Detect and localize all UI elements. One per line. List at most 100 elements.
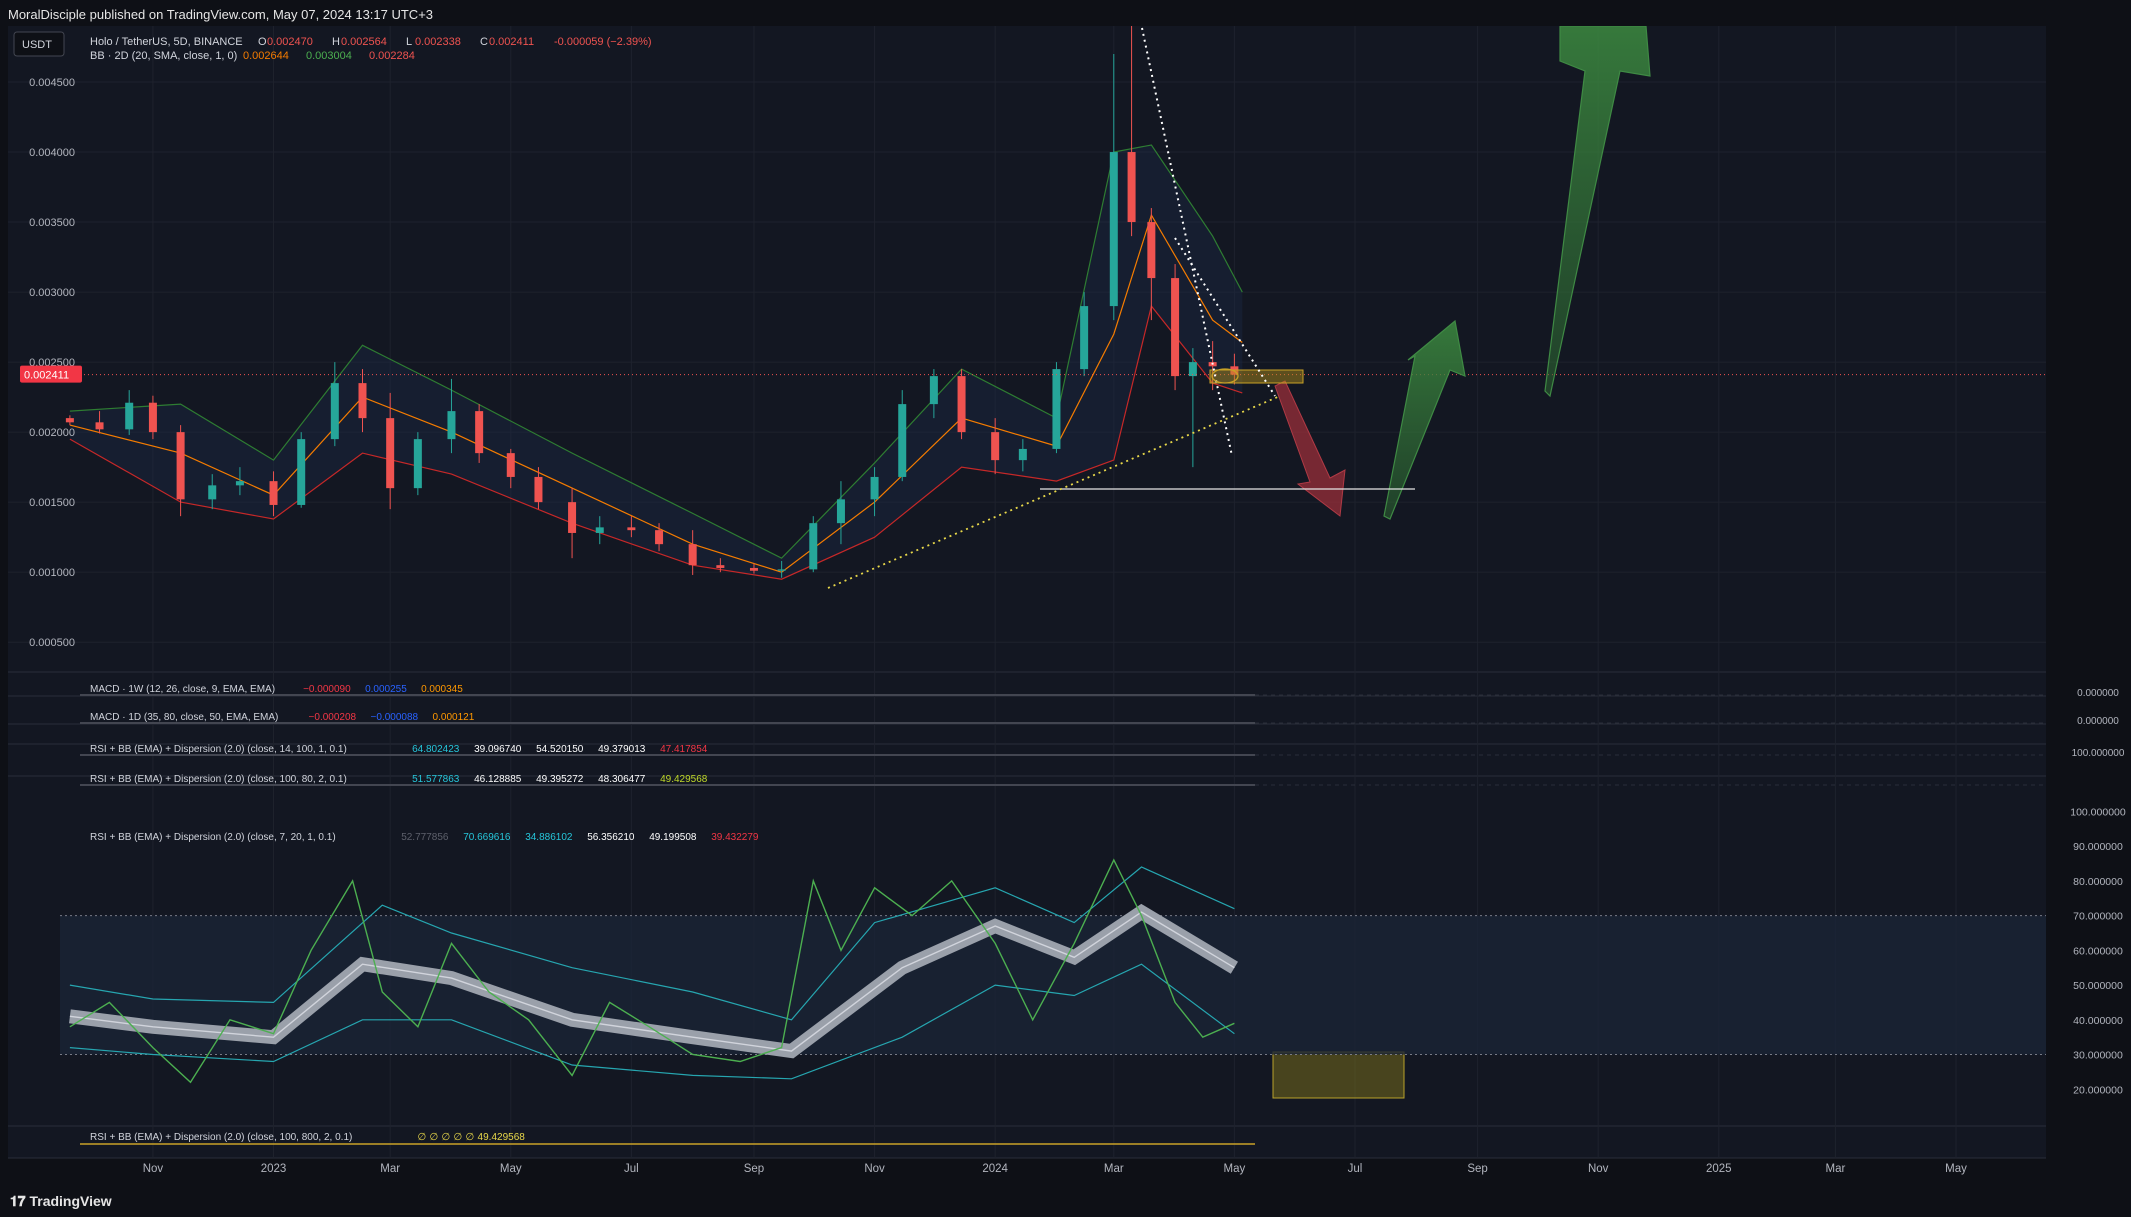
- indicator-label: RSI + BB (EMA) + Dispersion (2.0) (close…: [90, 744, 347, 755]
- indicator-value: 49.429568: [478, 1132, 526, 1143]
- candle-body: [358, 383, 367, 419]
- rsi-y-tick-label: 100.000000: [2070, 806, 2126, 818]
- candle-body: [688, 544, 697, 566]
- brand-text: TradingView: [29, 1193, 112, 1209]
- candle-body: [413, 439, 422, 489]
- rsi-value: 39.432279: [711, 832, 759, 843]
- bb-upper-value: 0.003004: [306, 50, 352, 62]
- indicator-label: RSI + BB (EMA) + Dispersion (2.0) (close…: [90, 1132, 352, 1143]
- x-tick-label: Nov: [864, 1163, 885, 1175]
- drawings[interactable]: [827, 26, 1651, 1099]
- trendline-rising[interactable]: [827, 395, 1281, 589]
- x-tick-label: Jul: [1348, 1163, 1363, 1175]
- price-axis-background: [2046, 26, 2131, 1158]
- price-pane[interactable]: [60, 26, 2046, 580]
- candle-body: [1080, 306, 1089, 370]
- candle-body: [297, 439, 306, 505]
- x-tick-label: Mar: [1826, 1163, 1846, 1175]
- candle-body: [1147, 222, 1156, 279]
- y-tick-label: 0.001000: [29, 567, 75, 579]
- bb-legend-label: BB · 2D (20, SMA, close, 1, 0): [90, 50, 237, 62]
- x-tick-label: 2023: [261, 1163, 287, 1175]
- rsi-y-tick-label: 30.000000: [2073, 1050, 2123, 1062]
- candle-body: [568, 502, 577, 533]
- trendline-falling-2[interactable]: [1174, 237, 1276, 397]
- x-tick-label: Mar: [1104, 1163, 1124, 1175]
- chart-area[interactable]: 0.0045000.0040000.0035000.0030000.002500…: [0, 26, 2131, 1186]
- small-up-arrow[interactable]: [1383, 319, 1466, 520]
- ohlc-value: 0.002411: [489, 36, 534, 48]
- candle-body: [148, 402, 157, 433]
- x-tick-label: Nov: [143, 1163, 164, 1175]
- y-tick-label: 0.000500: [29, 637, 75, 649]
- candle-body: [506, 453, 515, 477]
- candle-body: [777, 569, 786, 571]
- indicator-axis-value: 0.000000: [2077, 688, 2119, 699]
- candle-body: [1188, 362, 1197, 377]
- indicator-value: 0.000121: [433, 712, 475, 723]
- candle-body: [1109, 152, 1118, 307]
- ohlc-value: 0.002338: [415, 36, 461, 48]
- candle-body: [1018, 448, 1027, 461]
- touch-circle[interactable]: [1211, 368, 1239, 384]
- tradingview-logo: 𝟏𝟕 TradingView: [10, 1193, 112, 1210]
- indicator-value: 0.000255: [365, 684, 407, 695]
- bb-lower-value: 0.002284: [369, 50, 415, 62]
- x-tick-label: Sep: [744, 1163, 764, 1175]
- indicator-value: 54.520150: [536, 744, 584, 755]
- candle-body: [627, 527, 636, 531]
- rsi-value: 34.886102: [525, 832, 573, 843]
- indicator-panes: [60, 694, 2046, 1145]
- candle-body: [1127, 152, 1136, 223]
- down-arrow[interactable]: [1274, 380, 1346, 517]
- candle-body: [386, 418, 395, 489]
- rsi-y-tick-label: 40.000000: [2073, 1015, 2123, 1027]
- rsi-y-tick-label: 20.000000: [2073, 1084, 2123, 1096]
- y-tick-label: 0.003500: [29, 217, 75, 229]
- tv-icon: 𝟏𝟕: [10, 1193, 30, 1209]
- indicator-axis-value: 0.000000: [2077, 716, 2119, 727]
- candle-body: [929, 376, 938, 405]
- candle-body: [898, 404, 907, 477]
- rsi-basis-line: [69, 911, 1235, 1052]
- resistance-box[interactable]: [1209, 369, 1304, 384]
- indicator-value: ∅: [466, 1132, 475, 1143]
- candle-body: [1052, 369, 1061, 449]
- indicator-value: 46.128885: [474, 774, 522, 785]
- candle-body: [447, 411, 456, 440]
- bb-upper-line: [69, 144, 1243, 559]
- last-price-label: 0.002411: [24, 370, 69, 382]
- indicator-value: 64.802423: [412, 744, 460, 755]
- publish-header: MoralDisciple published on TradingView.c…: [0, 0, 2131, 26]
- candle-body: [65, 418, 74, 423]
- bb-fill: [69, 145, 1243, 580]
- x-tick-label: May: [1224, 1163, 1246, 1175]
- candle-body: [991, 432, 1000, 461]
- candle-body: [836, 499, 845, 524]
- ohlc-value: 0.002470: [267, 36, 313, 48]
- rsi-value: 70.669616: [463, 832, 511, 843]
- rsi-target-box[interactable]: [1272, 1051, 1405, 1099]
- currency-button: [13, 31, 65, 57]
- candle-body: [595, 527, 604, 533]
- rsi-band-fill: [60, 915, 2046, 1055]
- rsi-y-tick-label: 60.000000: [2073, 945, 2123, 957]
- indicator-value: 47.417854: [660, 744, 708, 755]
- indicator-value: 0.000345: [421, 684, 463, 695]
- currency-button-label: USDT: [22, 39, 52, 51]
- indicator-value: ∅: [430, 1132, 439, 1143]
- big-up-arrow[interactable]: [1544, 26, 1651, 398]
- indicator-label: MACD · 1D (35, 80, close, 50, EMA, EMA): [90, 712, 278, 723]
- x-tick-label: Mar: [380, 1163, 400, 1175]
- indicator-value: −0.000090: [303, 684, 351, 695]
- ohlc-value: 0.002564: [341, 36, 387, 48]
- candle-body: [330, 383, 339, 440]
- rsi-y-tick-label: 80.000000: [2073, 876, 2123, 888]
- indicator-value: 49.395272: [536, 774, 584, 785]
- trendline-falling-1[interactable]: [1141, 27, 1233, 457]
- indicator-label: RSI + BB (EMA) + Dispersion (2.0) (close…: [90, 774, 347, 785]
- indicator-value: −0.000088: [371, 712, 419, 723]
- last-price-tag: [20, 365, 82, 383]
- candle-body: [534, 476, 543, 503]
- rsi-value: 52.777856: [401, 832, 449, 843]
